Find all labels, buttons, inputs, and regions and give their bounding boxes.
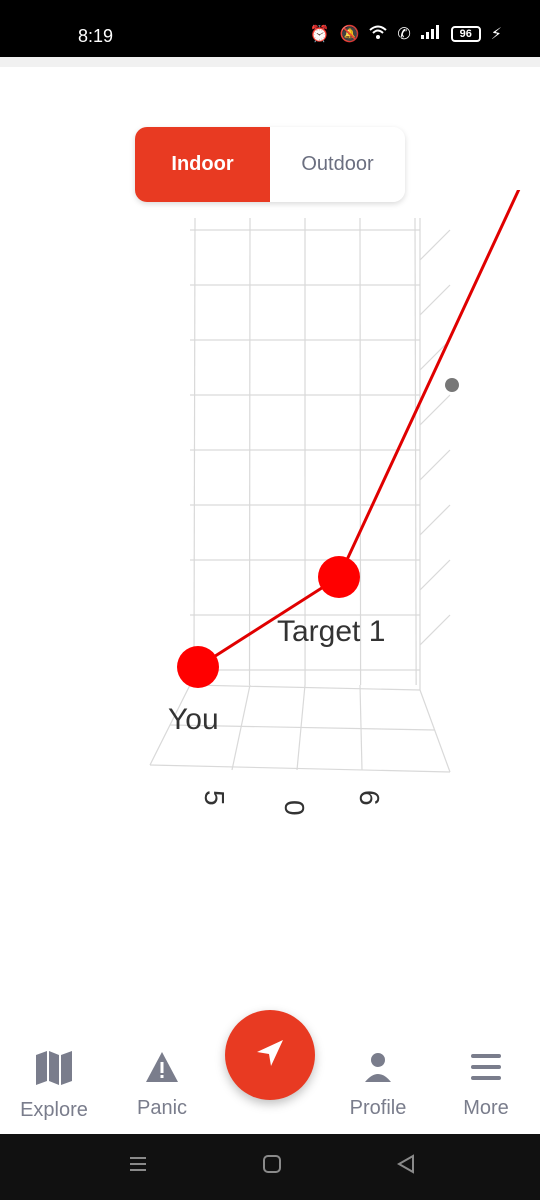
nav-panic-label: Panic bbox=[136, 1097, 188, 1119]
menu-icon bbox=[441, 1050, 531, 1089]
tick-label: 0 bbox=[279, 800, 310, 816]
grid-line bbox=[419, 339, 451, 371]
wifi-icon bbox=[369, 25, 388, 44]
nav-profile-label: Profile bbox=[349, 1097, 407, 1119]
nav-explore-label: Explore bbox=[20, 1099, 88, 1121]
partial-marker bbox=[445, 378, 459, 392]
grid-line bbox=[169, 724, 436, 731]
back-icon[interactable] bbox=[396, 1154, 416, 1180]
status-bar: 8:19 ⏰ 🔕 ✆ 96 ⚡ bbox=[0, 0, 540, 57]
grid-line bbox=[419, 449, 451, 481]
nav-more-label: More bbox=[463, 1097, 509, 1119]
wifi-call-icon: ✆ bbox=[397, 26, 411, 43]
grid-line bbox=[419, 394, 451, 426]
grid-line bbox=[419, 559, 451, 591]
grid-line bbox=[419, 504, 451, 536]
grid-line bbox=[414, 217, 417, 686]
warning-icon bbox=[117, 1050, 207, 1089]
grid-line bbox=[359, 684, 363, 771]
status-icons: ⏰ 🔕 ✆ 96 ⚡ bbox=[310, 24, 502, 44]
charging-icon: ⚡ bbox=[490, 26, 502, 43]
mode-toggle: Indoor Outdoor bbox=[135, 127, 405, 202]
map-icon bbox=[9, 1050, 99, 1091]
recents-icon[interactable] bbox=[128, 1154, 148, 1180]
tick-label: 6 bbox=[354, 790, 385, 806]
data-point[interactable] bbox=[318, 556, 360, 598]
point-label: You bbox=[168, 703, 219, 736]
grid-line bbox=[193, 217, 196, 686]
alarm-icon: ⏰ bbox=[309, 26, 330, 43]
system-navigation-bar bbox=[0, 1134, 540, 1200]
signal-icon bbox=[420, 24, 441, 44]
indoor-button[interactable]: Indoor bbox=[135, 127, 270, 202]
tick-label: 5 bbox=[199, 790, 230, 806]
battery-icon: 96 bbox=[450, 26, 481, 42]
nav-explore[interactable]: Explore bbox=[9, 1050, 99, 1122]
grid-line bbox=[419, 229, 451, 261]
chart-points bbox=[177, 556, 360, 688]
bottom-navigation: Explore Panic Profile More bbox=[0, 1040, 540, 1134]
chart-grid bbox=[149, 217, 459, 773]
mute-icon: 🔕 bbox=[339, 26, 360, 43]
grid-line bbox=[419, 614, 451, 646]
data-point[interactable] bbox=[177, 646, 219, 688]
grid-line bbox=[231, 684, 251, 771]
grid-line bbox=[149, 764, 451, 773]
nav-panic[interactable]: Panic bbox=[117, 1050, 207, 1120]
nav-more[interactable]: More bbox=[441, 1050, 531, 1120]
grid-line bbox=[419, 284, 451, 316]
grid-line bbox=[248, 217, 251, 686]
status-time: 8:19 bbox=[78, 26, 114, 46]
navigation-arrow-icon bbox=[253, 1036, 287, 1075]
point-label: Target 1 bbox=[277, 615, 385, 648]
nav-profile[interactable]: Profile bbox=[333, 1050, 423, 1120]
chart-ticks: 5 0 6 bbox=[199, 790, 385, 816]
home-icon[interactable] bbox=[262, 1154, 282, 1180]
top-strip bbox=[0, 57, 540, 67]
navigate-fab-button[interactable] bbox=[225, 1010, 315, 1100]
grid-line bbox=[419, 689, 451, 773]
grid-line bbox=[189, 684, 421, 691]
outdoor-button[interactable]: Outdoor bbox=[270, 127, 405, 202]
person-icon bbox=[333, 1050, 423, 1089]
grid-line bbox=[359, 217, 362, 686]
